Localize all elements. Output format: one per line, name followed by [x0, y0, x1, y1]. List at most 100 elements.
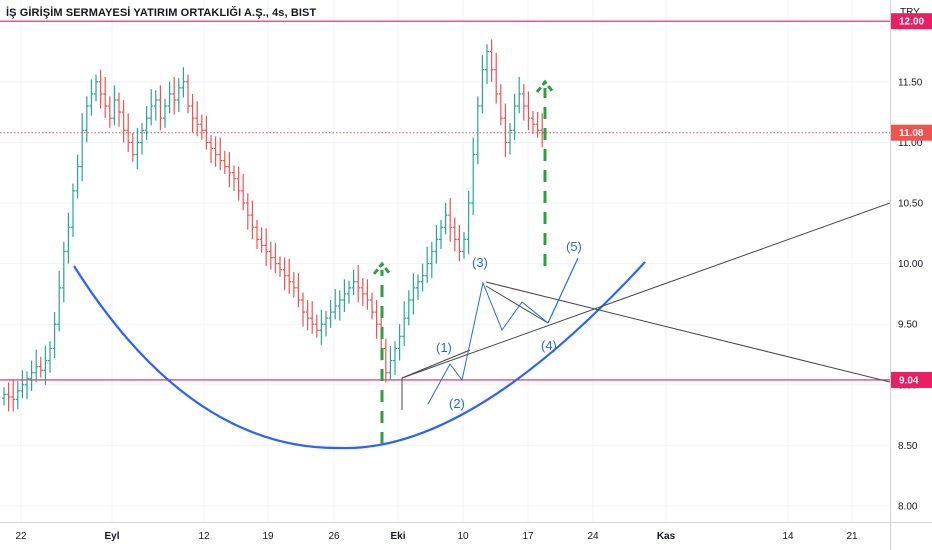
- candle: [291, 272, 296, 298]
- symbol-title[interactable]: İŞ GİRİŞİM SERMAYESİ YATIRIM ORTAKLIĞI A…: [6, 7, 317, 19]
- candle: [287, 258, 292, 294]
- candle: [71, 183, 75, 237]
- y-tick-label: 11.50: [898, 77, 923, 88]
- candle: [52, 312, 57, 359]
- candlestick-series: [2, 39, 545, 412]
- target-arrow-head: [372, 261, 392, 275]
- candle: [383, 338, 388, 383]
- candle: [429, 241, 434, 279]
- candle: [333, 289, 338, 320]
- candle: [130, 132, 135, 162]
- candle: [503, 103, 508, 157]
- target-arrow-head: [535, 79, 555, 93]
- candle: [406, 290, 411, 326]
- candle: [15, 381, 20, 410]
- candle: [103, 76, 108, 119]
- candle: [222, 150, 227, 174]
- candle: [420, 263, 425, 292]
- candle: [135, 127, 140, 170]
- x-tick-label: 26: [328, 531, 340, 542]
- candle: [393, 341, 397, 376]
- candle: [29, 360, 34, 391]
- candle: [158, 85, 163, 131]
- candle: [356, 264, 361, 303]
- wave-label: (1): [436, 340, 452, 355]
- candle: [485, 44, 489, 85]
- rising-trendline: [401, 202, 891, 379]
- candle: [153, 90, 158, 121]
- candle: [89, 79, 94, 116]
- candle: [167, 81, 172, 114]
- candle: [172, 76, 177, 115]
- wave-path: [427, 281, 549, 405]
- candle: [126, 113, 131, 153]
- candle: [360, 278, 365, 307]
- x-tick-label: 10: [457, 531, 469, 542]
- y-tick-label: 10.00: [898, 259, 923, 270]
- falling-trendline: [485, 281, 891, 383]
- candle: [232, 165, 236, 191]
- candle: [190, 93, 195, 133]
- candle: [535, 112, 540, 138]
- candle: [264, 228, 269, 267]
- candle: [448, 198, 453, 242]
- candle: [374, 299, 379, 339]
- candle: [324, 310, 328, 337]
- candle: [236, 166, 241, 201]
- x-tick-label: Eyl: [104, 531, 119, 542]
- candle: [439, 219, 443, 250]
- candle: [466, 190, 471, 254]
- candle: [462, 232, 466, 259]
- candle: [250, 200, 255, 240]
- candle: [66, 212, 71, 264]
- chart-drawings: [73, 79, 891, 450]
- candle: [452, 217, 457, 252]
- x-tick-label: 24: [587, 531, 599, 542]
- candle: [117, 92, 121, 127]
- candle: [508, 123, 512, 155]
- candle: [48, 341, 52, 373]
- flag-line: [485, 285, 549, 324]
- x-tick-label: Kas: [657, 531, 676, 542]
- candle: [241, 173, 246, 211]
- candle: [480, 55, 485, 114]
- candle: [98, 69, 103, 109]
- candle: [20, 370, 25, 399]
- candle: [218, 137, 223, 171]
- price-axis[interactable]: 16.0015.5015.0014.5014.0013.5013.0012.50…: [890, 0, 932, 550]
- candle: [337, 290, 342, 321]
- candle: [310, 301, 315, 334]
- price-label-text: 9.04: [899, 375, 919, 386]
- x-tick-label: 14: [782, 531, 794, 542]
- candle: [255, 219, 259, 250]
- candle: [84, 96, 89, 143]
- candle: [25, 371, 29, 400]
- candle: [195, 101, 200, 137]
- candle: [526, 91, 531, 131]
- candle: [11, 379, 16, 412]
- candle: [204, 115, 209, 150]
- candle: [370, 292, 374, 320]
- candle: [227, 152, 232, 188]
- x-tick-label: 17: [522, 531, 534, 542]
- candle: [342, 279, 347, 313]
- cup-curve: [73, 261, 646, 450]
- candle: [489, 39, 494, 82]
- x-tick-label: 21: [846, 531, 858, 542]
- candle: [181, 67, 186, 98]
- candle: [2, 387, 6, 406]
- candle: [416, 274, 420, 300]
- price-label-badge: [891, 13, 932, 30]
- wave-label: (4): [541, 338, 557, 353]
- time-axis[interactable]: 22 Eyl 12 19 26 Eki 10 17 24 Kas 14 21: [0, 522, 932, 543]
- candle: [521, 84, 526, 121]
- candle: [475, 96, 480, 165]
- candle: [434, 224, 439, 264]
- candle: [494, 52, 499, 104]
- candle: [531, 110, 535, 134]
- candle: [140, 123, 144, 155]
- candle: [347, 280, 351, 304]
- y-tick-label: 8.00: [898, 502, 918, 513]
- y-tick-label: 10.50: [898, 199, 923, 210]
